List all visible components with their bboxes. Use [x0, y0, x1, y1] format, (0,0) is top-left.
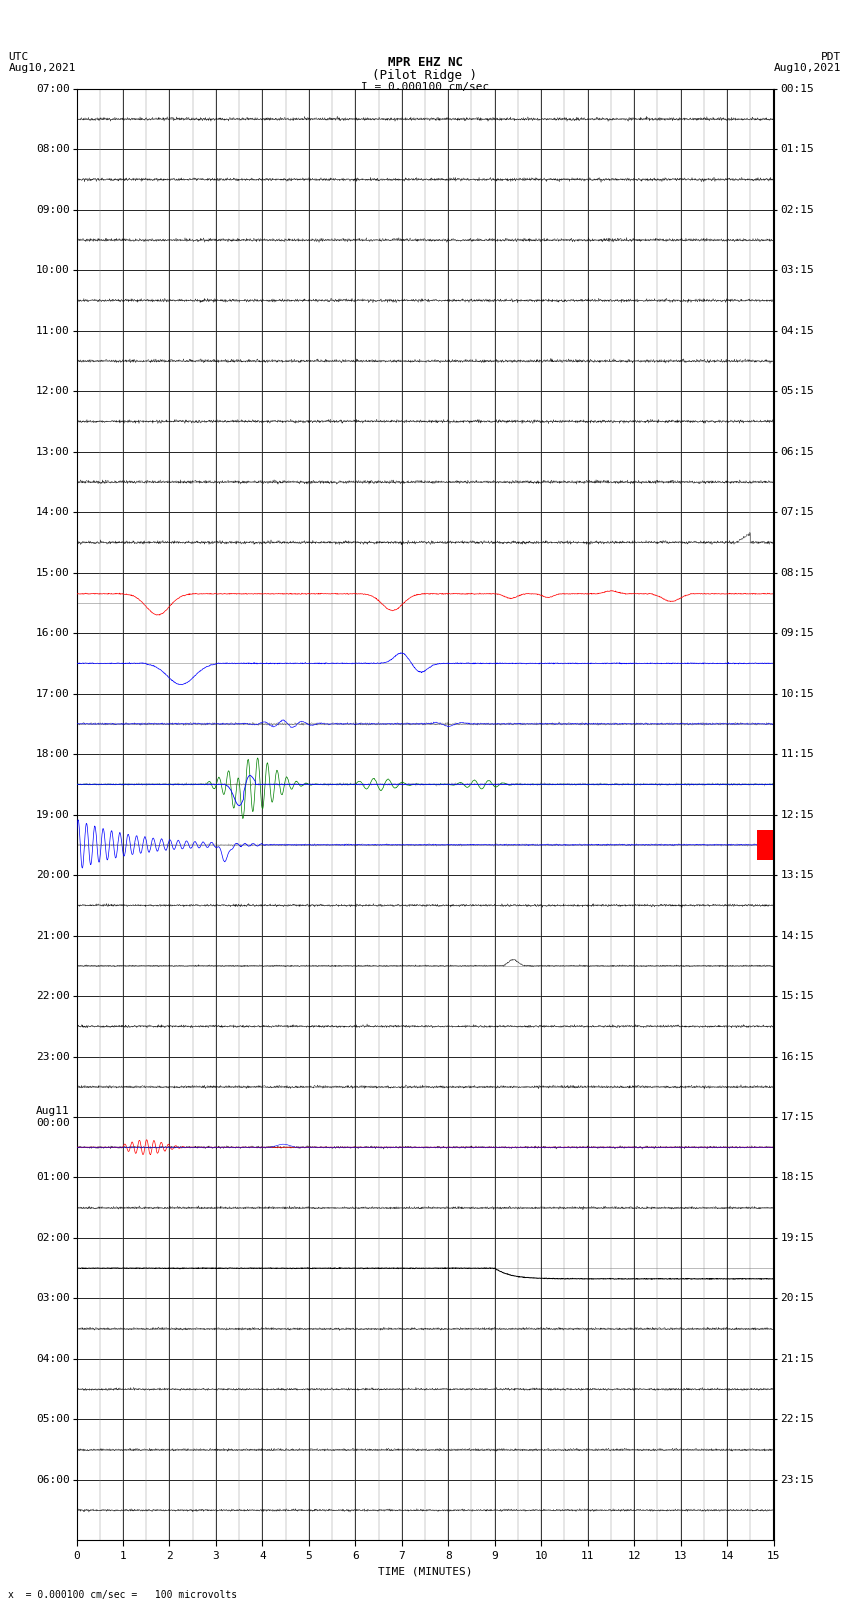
Text: MPR EHZ NC: MPR EHZ NC: [388, 56, 462, 69]
Text: PDT
Aug10,2021: PDT Aug10,2021: [774, 52, 842, 73]
Text: I = 0.000100 cm/sec: I = 0.000100 cm/sec: [361, 82, 489, 92]
Text: x  = 0.000100 cm/sec =   100 microvolts: x = 0.000100 cm/sec = 100 microvolts: [8, 1590, 238, 1600]
X-axis label: TIME (MINUTES): TIME (MINUTES): [377, 1566, 473, 1576]
Bar: [757, 829, 774, 860]
Text: UTC
Aug10,2021: UTC Aug10,2021: [8, 52, 76, 73]
Text: (Pilot Ridge ): (Pilot Ridge ): [372, 69, 478, 82]
